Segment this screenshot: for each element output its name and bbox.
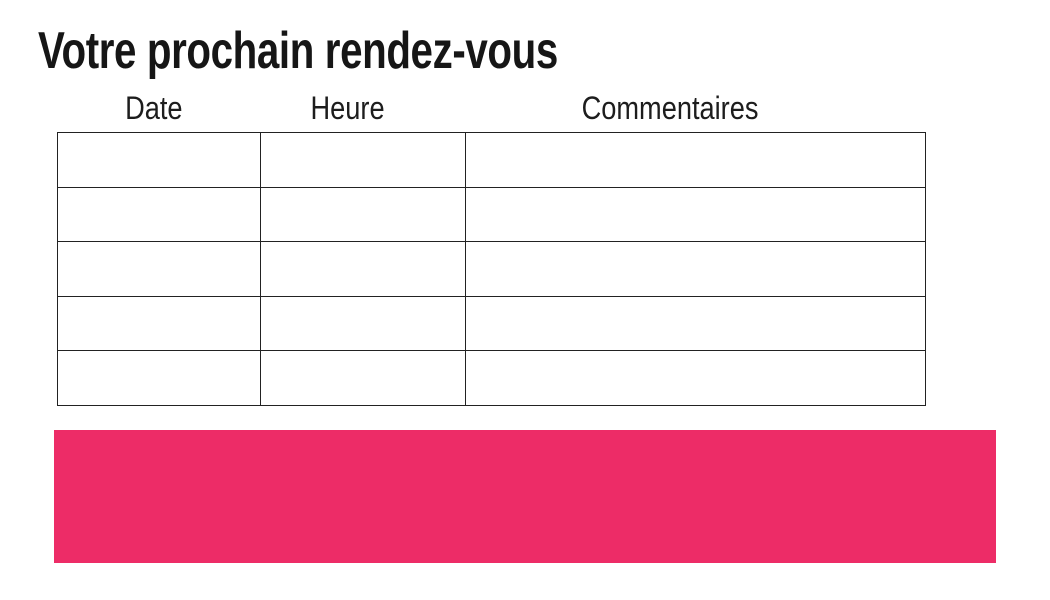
column-header-date-label: Date — [124, 90, 183, 126]
table-header-row: Date Heure Commentaires — [57, 92, 895, 124]
column-header-commentaires-label: Commentaires — [581, 90, 759, 126]
column-header-heure: Heure — [250, 92, 445, 124]
table-cell — [465, 241, 926, 297]
appointment-table — [57, 132, 926, 406]
table-cell — [57, 132, 261, 188]
table-row — [57, 295, 926, 351]
bottom-banner — [54, 430, 996, 563]
table-cell — [260, 295, 466, 351]
table-row — [57, 132, 926, 188]
table-cell — [260, 132, 466, 188]
table-row — [57, 186, 926, 242]
table-cell — [260, 350, 466, 406]
column-header-commentaires: Commentaires — [445, 92, 895, 124]
table-cell — [260, 241, 466, 297]
page-title: Votre prochain rendez-vous — [38, 22, 558, 80]
table-cell — [57, 295, 261, 351]
column-header-date: Date — [57, 92, 250, 124]
table-cell — [465, 295, 926, 351]
table-cell — [57, 350, 261, 406]
table-row — [57, 241, 926, 297]
table-cell — [57, 186, 261, 242]
table-cell — [57, 241, 261, 297]
table-cell — [465, 186, 926, 242]
table-cell — [465, 350, 926, 406]
column-header-heure-label: Heure — [310, 90, 385, 126]
table-row — [57, 350, 926, 406]
appointment-table-body — [57, 132, 926, 406]
table-cell — [465, 132, 926, 188]
table-cell — [260, 186, 466, 242]
